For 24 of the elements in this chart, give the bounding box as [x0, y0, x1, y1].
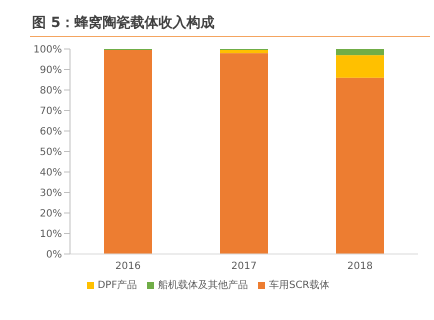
y-tick-label: 100%	[33, 44, 62, 56]
x-tick-label: 2017	[231, 261, 257, 272]
bar	[220, 50, 268, 54]
y-tick-label: 50%	[40, 147, 62, 158]
y-tick-label: 0%	[46, 250, 62, 261]
legend-label: DPF产品	[98, 280, 138, 291]
legend-label: 船机载体及其他产品	[158, 280, 248, 291]
y-tick-label: 40%	[40, 168, 62, 179]
bar	[104, 50, 152, 254]
bar	[220, 53, 268, 254]
x-tick-label: 2018	[347, 261, 373, 272]
chart-title: 图 5：蜂窝陶瓷载体收入构成	[31, 14, 216, 33]
y-tick-label: 30%	[40, 188, 62, 200]
y-tick-label: 10%	[40, 229, 62, 240]
y-tick-label: 70%	[40, 106, 62, 118]
bar	[336, 78, 384, 254]
bar	[336, 49, 384, 56]
y-tick-label: 20%	[40, 208, 62, 220]
bar	[336, 55, 384, 78]
y-tick-label: 90%	[40, 65, 62, 76]
y-tick-label: 80%	[40, 86, 62, 97]
y-tick-label: 60%	[40, 126, 62, 138]
legend-label: 车用SCR载体	[269, 280, 330, 291]
x-tick-label: 2016	[115, 261, 141, 272]
